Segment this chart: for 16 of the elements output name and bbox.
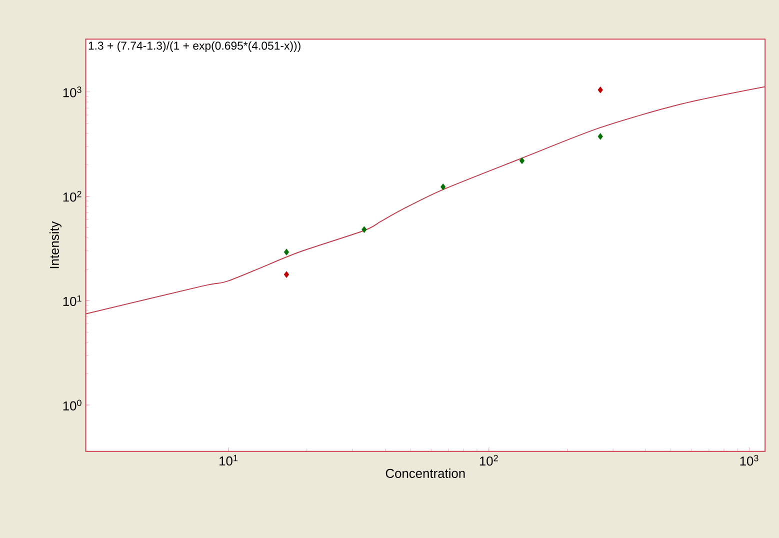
y-tick-label: 10$^{0}$ xyxy=(63,400,82,410)
y-tick-label: 10$^{2}$ xyxy=(63,190,82,202)
point xyxy=(284,248,290,256)
point xyxy=(362,226,367,233)
y-tick-label: 10$^{1}$ xyxy=(63,295,82,306)
x-axis-title: Concentration xyxy=(386,468,465,478)
x-tick-label: 10$^{2}$ xyxy=(480,454,498,466)
y-axis-title: Intensity xyxy=(49,221,62,268)
point xyxy=(598,133,603,140)
annotation: 1.3 + (7.74-1.3)/(1 + exp(0.695*(4.051-x))) xyxy=(88,41,300,52)
point xyxy=(284,271,290,278)
x-tick-label: 10$^{3}$ xyxy=(740,454,758,466)
point xyxy=(519,157,525,164)
y-tick-label: 10$^{3}$ xyxy=(63,86,82,98)
point xyxy=(440,183,446,190)
x-tick-label: 10$^{1}$ xyxy=(220,454,238,466)
